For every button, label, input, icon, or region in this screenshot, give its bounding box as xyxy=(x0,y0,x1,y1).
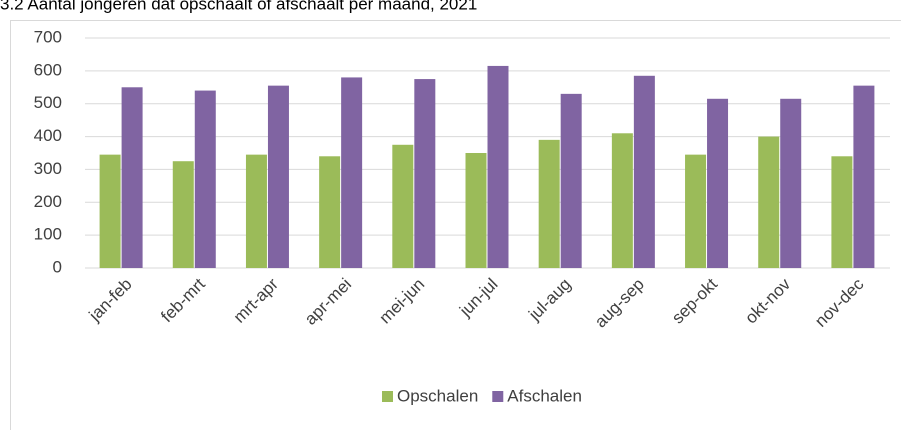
bar xyxy=(245,154,267,268)
bar xyxy=(831,156,853,268)
bar xyxy=(758,136,780,268)
y-tick-label: 500 xyxy=(34,93,62,112)
legend-label: Afschalen xyxy=(507,386,582,405)
legend-label: Opschalen xyxy=(397,386,478,405)
bar xyxy=(611,133,633,268)
y-tick-label: 600 xyxy=(34,60,62,79)
y-tick-label: 200 xyxy=(34,192,62,211)
legend-swatch xyxy=(382,391,393,402)
chart-title: 3.2 Aantal jongeren dat opschaalt of afs… xyxy=(0,0,477,13)
bar xyxy=(487,65,509,268)
bar xyxy=(267,85,289,269)
bar xyxy=(194,90,216,268)
bar xyxy=(560,93,582,268)
bar xyxy=(707,98,729,269)
legend-swatch xyxy=(492,391,504,402)
y-tick-label: 400 xyxy=(34,126,62,145)
chart-frame xyxy=(10,20,901,430)
y-tick-label: 100 xyxy=(34,225,62,244)
bar xyxy=(341,77,363,268)
bar xyxy=(99,154,121,268)
bar xyxy=(465,153,487,268)
bar xyxy=(780,98,802,269)
bar xyxy=(172,161,194,268)
bar xyxy=(853,85,875,269)
y-tick-label: 0 xyxy=(53,257,62,276)
y-tick-label: 700 xyxy=(34,27,62,46)
bar xyxy=(685,154,707,268)
bar xyxy=(538,139,560,268)
bar xyxy=(414,79,436,268)
y-tick-label: 300 xyxy=(34,159,62,178)
bar xyxy=(633,75,655,269)
bar xyxy=(121,87,143,269)
bar xyxy=(392,144,414,268)
bar xyxy=(319,156,341,268)
